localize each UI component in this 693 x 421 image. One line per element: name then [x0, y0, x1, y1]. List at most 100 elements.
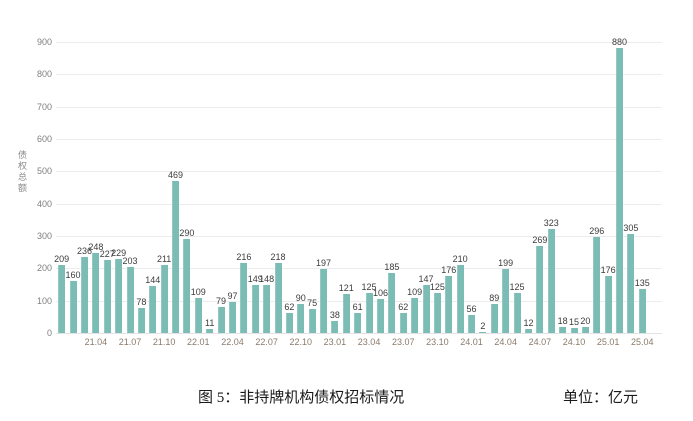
x-tick-label: 23.01: [323, 337, 347, 347]
x-tick-label: 24.07: [528, 337, 552, 347]
bar-24.09: [559, 327, 567, 333]
bar-24.05: [513, 292, 521, 333]
bar-21.12: [183, 239, 191, 333]
bar-value-label: 216: [236, 252, 252, 263]
bar-23.11: [445, 276, 453, 333]
y-tick-label: 400: [36, 198, 52, 209]
bar-value-label: 79: [216, 296, 227, 307]
y-tick-label: 200: [36, 263, 52, 274]
bar-value-label: 38: [329, 309, 340, 320]
bar-value-label: 109: [407, 286, 423, 297]
bar-24.03: [490, 304, 498, 333]
bar-22.10: [297, 303, 305, 333]
bar-value-label: 296: [589, 226, 605, 237]
bar-21.06: [115, 258, 123, 333]
y-tick-label: 500: [36, 166, 52, 177]
bar-value-label: 144: [145, 275, 161, 286]
bar-21.05: [103, 259, 111, 333]
y-tick-label: 700: [36, 101, 52, 112]
gridline: [56, 42, 662, 43]
bar-value-label: 61: [352, 302, 363, 313]
bar-value-label: 147: [418, 274, 434, 285]
gridline: [56, 74, 662, 76]
bar-24.01: [468, 314, 476, 333]
gridline: [56, 106, 662, 108]
bar-22.08: [274, 262, 282, 333]
bar-value-label: 62: [398, 301, 409, 312]
bar-22.03: [217, 307, 225, 333]
bar-24.12: [593, 237, 601, 333]
bar-value-label: 2: [480, 321, 486, 331]
x-tick-label: 21.07: [118, 337, 142, 347]
bar-22.09: [285, 312, 293, 333]
y-axis-title: 债权总额: [17, 150, 27, 194]
bar-value-label: 290: [179, 228, 195, 239]
x-tick-label: 24.01: [460, 337, 483, 347]
bar-23.01: [331, 320, 339, 333]
figure-caption: 图 5：非持牌机构债权招标情况: [198, 390, 405, 406]
bar-value-label: 15: [568, 317, 580, 328]
bar-value-label: 125: [361, 281, 377, 292]
y-tick-label: 0: [46, 328, 52, 338]
bar-value-label: 20: [580, 315, 591, 326]
bar-value-label: 56: [466, 303, 477, 314]
bar-21.11: [172, 181, 180, 333]
gridline: [56, 236, 662, 237]
bar-23.05: [376, 298, 384, 333]
gridline: [56, 203, 662, 205]
gridline: [56, 139, 662, 140]
bar-22.06: [251, 284, 259, 333]
bar-value-label: 269: [532, 235, 548, 246]
bar-value-label: 185: [384, 262, 400, 273]
gridline: [56, 171, 662, 173]
bar-23.06: [388, 273, 396, 333]
x-tick-label: 22.01: [187, 337, 210, 347]
bar-value-label: 12: [523, 318, 534, 329]
bar-value-label: 18: [557, 316, 568, 327]
bar-21.08: [137, 307, 145, 333]
bar-24.11: [581, 326, 589, 333]
bar-value-label: 197: [316, 258, 332, 269]
bar-value-label: 203: [122, 256, 138, 267]
bar-value-label: 880: [612, 37, 628, 48]
x-tick-label: 25.04: [631, 337, 654, 347]
y-tick-label: 100: [36, 295, 52, 306]
bar-23.10: [433, 292, 441, 333]
bar-21.03: [80, 256, 88, 333]
bar-25.01: [604, 276, 612, 333]
bar-23.07: [399, 312, 407, 333]
bar-value-label: 176: [600, 265, 616, 276]
bar-21.04: [92, 252, 100, 333]
x-tick-label: 24.04: [494, 337, 517, 347]
x-tick-label: 23.04: [357, 337, 381, 347]
bar-21.07: [126, 267, 134, 333]
bar-value-label: 109: [190, 286, 206, 297]
bar-value-label: 248: [88, 241, 104, 252]
bar-chart-plot-area: 债权总额 0 100 200 300 400 500 600 700 800 900 209 160 2…: [17, 37, 662, 347]
bar-25.02: [616, 48, 624, 333]
bar-24.07: [536, 246, 544, 333]
x-tick-label: 21.04: [84, 337, 108, 347]
bar-value-label: 229: [111, 247, 127, 258]
bar-21.01: [58, 265, 66, 333]
bar-25.03: [627, 234, 635, 333]
unit-label: 单位：亿元: [563, 390, 639, 406]
bar-23.08: [411, 297, 419, 333]
bar-23.12: [456, 265, 464, 333]
bar-22.07: [263, 285, 271, 333]
x-tick-label: 23.10: [426, 337, 449, 347]
x-tick-label: 23.07: [391, 337, 415, 347]
y-tick-label: 600: [36, 134, 52, 144]
bar-22.01: [194, 297, 202, 333]
bar-22.02: [206, 329, 214, 333]
bar-22.05: [240, 263, 248, 333]
bar-22.04: [228, 301, 236, 333]
y-tick-label: 900: [36, 37, 52, 47]
bar-value-label: 199: [498, 257, 514, 268]
bar-value-label: 469: [168, 170, 184, 181]
x-tick-label: 22.10: [289, 337, 313, 347]
bar-value-label: 121: [338, 282, 354, 293]
bar-24.04: [502, 268, 510, 333]
bar-21.10: [160, 264, 168, 333]
